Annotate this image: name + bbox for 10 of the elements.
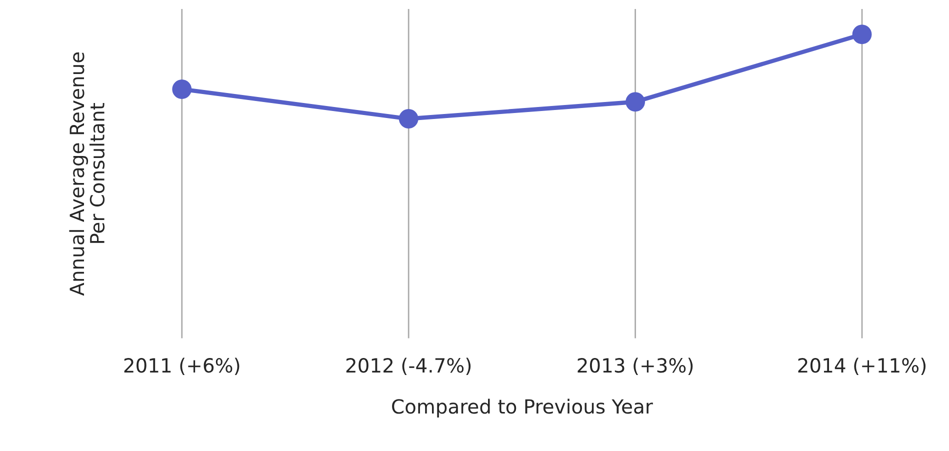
x-tick-label: 2012 (-4.7%): [346, 358, 471, 376]
x-tick-label: 2013 (+3%): [578, 358, 693, 376]
x-tick-label: 2011 (+6%): [124, 358, 240, 376]
x-axis-title: Compared to Previous Year: [392, 398, 653, 418]
y-axis-title: Annual Average Revenue Per Consultant: [69, 52, 105, 296]
x-tick-label: 2014 (+11%): [798, 358, 926, 376]
point: [852, 24, 872, 44]
point: [172, 79, 192, 99]
point: [398, 109, 418, 128]
point: [626, 92, 646, 112]
